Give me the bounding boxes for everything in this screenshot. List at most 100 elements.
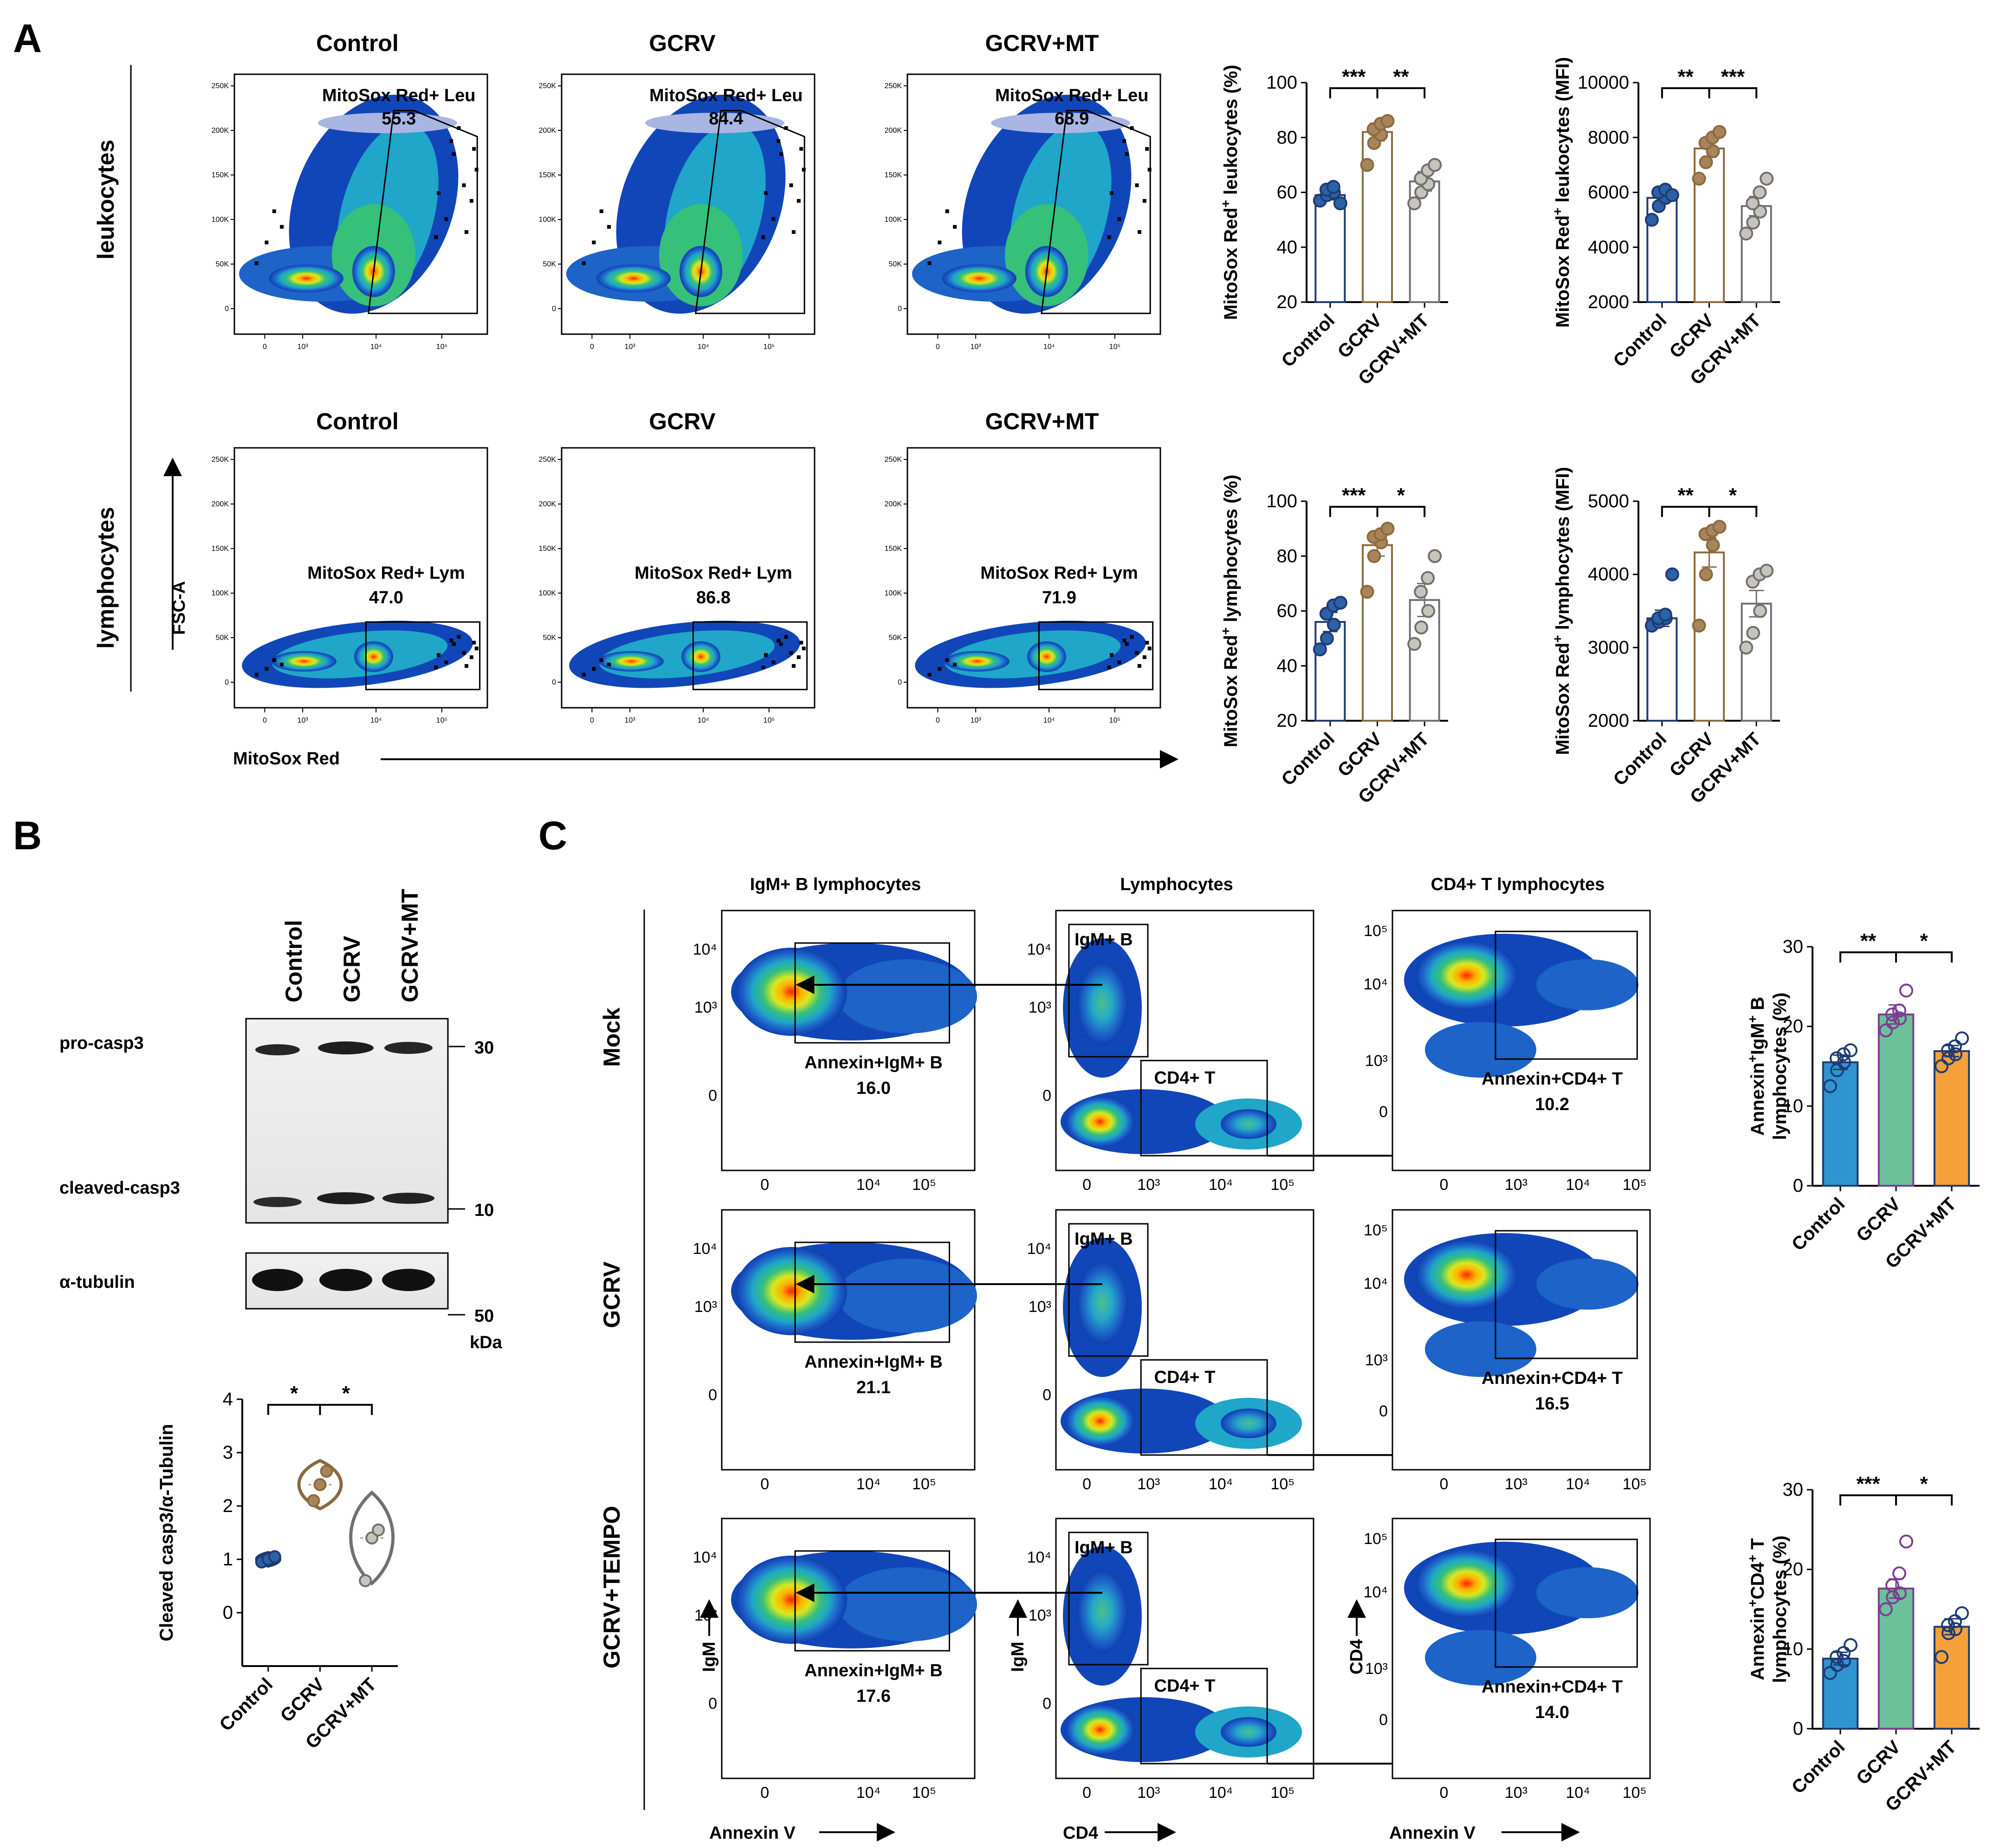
data-point: [1830, 1650, 1844, 1664]
flow-c-t-plot-2: Annexin+CD4+ T 14.0 10⁵ 10⁴ 10³ 0 0 10³ 10⁴ 10⁵: [1364, 1518, 1651, 1802]
data-point: [1955, 1031, 1969, 1046]
event-dot: [927, 261, 932, 265]
x-tick-label: 10⁵: [1270, 1176, 1295, 1194]
x-label-1: GCRV: [1852, 1194, 1905, 1246]
y-tick-label: 100K: [885, 589, 902, 597]
bar-Control: [1646, 617, 1678, 722]
event-dot: [607, 662, 611, 666]
density-cd4-core: [1221, 1109, 1276, 1139]
bar-GCRV+MT: [1741, 602, 1772, 722]
event-dot: [1147, 646, 1152, 651]
x-tick-label: 10⁵: [1270, 1475, 1295, 1493]
x-label-1: GCRV: [1852, 1737, 1905, 1789]
y-tick-label: 100: [1266, 72, 1297, 93]
y-tick-label: 0: [708, 1695, 717, 1712]
x-tick-label: 10³: [1137, 1176, 1160, 1194]
data-point: [313, 1478, 327, 1491]
density-hot-left: [269, 265, 343, 292]
data-point: [1899, 1534, 1913, 1549]
data-point: [1935, 1650, 1948, 1664]
flow-a-plot-0-1: 250K 200K 150K 100K 50K 0 0 10³ 10⁴ 10⁵ MitoSox Re…: [539, 73, 816, 351]
y-tick-label: 50K: [216, 260, 229, 268]
density-tail: [1425, 1630, 1536, 1686]
event-dot: [945, 658, 949, 662]
y-tick-label: 10³: [694, 1607, 717, 1624]
y-tick-label: 50K: [543, 634, 557, 642]
gate-box: [1495, 1538, 1638, 1668]
data-point: [1665, 567, 1679, 582]
y-tick-label: 20: [1783, 1559, 1804, 1580]
gate-igm-label: IgM+ B: [1074, 1229, 1133, 1249]
y-tick-label: 250K: [539, 456, 557, 464]
x-tick-label: 10⁴: [370, 717, 382, 724]
x-tick-label: 10⁴: [1043, 717, 1055, 724]
data-point: [1421, 604, 1436, 618]
x-tick-label: 10⁴: [856, 1475, 880, 1493]
data-point: [1333, 196, 1347, 211]
gate-cd4: [1140, 1667, 1268, 1764]
y-tick-label: 10⁴: [693, 1549, 717, 1566]
panel-label-c: C: [538, 814, 567, 858]
y-axis-label: Annexin+CD4+ T: [1745, 1538, 1768, 1680]
c-axis-annexin-b: Annexin V: [709, 1823, 796, 1843]
y-tick-label: 50K: [889, 634, 902, 642]
y-tick-label: 200K: [885, 500, 902, 508]
event-dot: [945, 209, 949, 213]
sig-bracket: [1895, 1494, 1953, 1506]
data-point: [1746, 626, 1761, 640]
col-title-gcrv: GCRV: [649, 30, 716, 56]
sig-label: **: [1860, 930, 1877, 952]
gate-label: Annexin+CD4+ T: [1482, 1369, 1623, 1388]
y-tick-label: 200K: [885, 127, 902, 135]
event-dot: [761, 235, 765, 239]
y-tick-label: 2000: [1588, 711, 1629, 731]
x-tick-label: 0: [263, 343, 267, 351]
event-dot: [799, 640, 803, 645]
lane-label-gcrv-mt: GCRV+MT: [397, 889, 423, 1002]
density-cap: [645, 113, 784, 133]
y-tick-label: 4000: [1588, 237, 1629, 258]
bar-Control: [1822, 1061, 1859, 1187]
event-dot: [1110, 653, 1113, 657]
gate-igm-label: IgM+ B: [1074, 1538, 1133, 1557]
x-tick-label: 10⁵: [764, 343, 775, 351]
data-point: [1760, 563, 1774, 578]
bar-GCRV+MT: [1933, 1626, 1970, 1730]
band-pro-control: [255, 1044, 300, 1055]
x-tick-label: 10⁵: [912, 1784, 936, 1802]
gate-cd4-label: CD4+ T: [1154, 1676, 1216, 1696]
event-dot: [1122, 639, 1126, 643]
data-point: [372, 1523, 385, 1537]
event-dot: [452, 152, 456, 156]
y-tick-label: 30: [1783, 937, 1804, 957]
data-point: [1414, 585, 1428, 599]
sig-bracket: [1895, 951, 1953, 963]
x-tick-label: 10⁴: [1566, 1475, 1590, 1493]
bar-GCRV: [1361, 131, 1393, 303]
event-dot: [592, 667, 596, 671]
gate-box: [1495, 930, 1638, 1060]
band-pro-mt: [384, 1042, 433, 1054]
event-dot: [791, 230, 796, 234]
flow-a-plot-0-0: 250K 200K 150K 100K 50K 0 0 10³ 10⁴ 10⁵ MitoSox Re…: [212, 73, 488, 351]
flow-a-titles: Control GCRV GCRV+MT Control GCRV GCRV+M…: [93, 30, 1178, 769]
event-dot: [280, 225, 284, 229]
y-tick-label: 0: [1379, 1402, 1388, 1420]
y-tick-label: 10: [1783, 1096, 1804, 1116]
y-tick-label: 10³: [1029, 999, 1051, 1016]
event-dot: [434, 666, 438, 670]
density-hot: [1027, 641, 1066, 672]
c-axis-igm-b: IgM: [699, 1641, 719, 1672]
y-tick-label: 100K: [212, 216, 229, 224]
x-tick-label: 0: [1082, 1176, 1091, 1194]
x-tick-label: 10³: [625, 717, 636, 724]
x-tick-label: 10⁵: [1270, 1784, 1295, 1802]
data-point: [1692, 171, 1706, 186]
y-axis-label: MitoSox Red+ lymphocytes (%): [1218, 475, 1242, 748]
density-cd4-core: [1221, 1409, 1276, 1438]
data-point: [1837, 1646, 1851, 1660]
row-label-lymphocytes: lymphocytes: [93, 507, 119, 649]
sig-label: ***: [1856, 1473, 1880, 1495]
density-hot: [736, 1247, 847, 1335]
western-blot: Control GCRV GCRV+MT pro-casp3 cleaved-c…: [59, 889, 503, 1352]
